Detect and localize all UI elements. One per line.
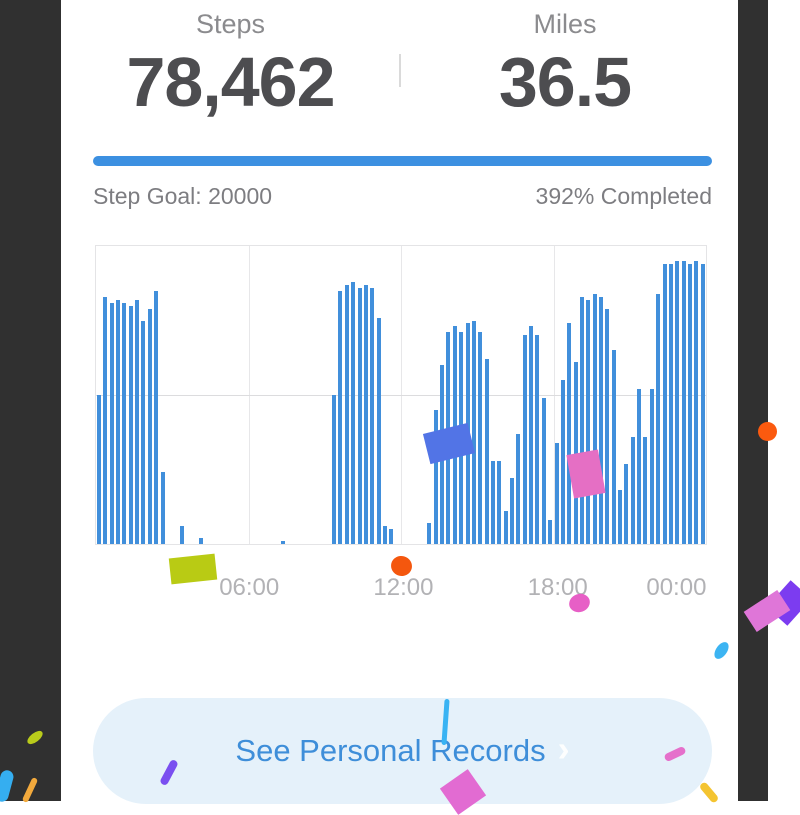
chart-bar [376,317,381,544]
chart-bar [510,478,515,544]
see-personal-records-label: See Personal Records [235,733,546,768]
chart-bar [389,529,394,544]
chart-bar [700,263,705,544]
chart-bar [122,302,127,544]
chart-bar [440,365,445,544]
goal-row: Step Goal: 20000 392% Completed [93,183,712,210]
x-tick-label: 06:00 [219,574,280,601]
confetti-piece [711,639,732,662]
chart-bar [478,332,483,544]
confetti-piece [698,781,720,804]
chart-bar [618,490,623,544]
chart-bar [541,397,546,544]
chart-bar [522,335,527,544]
steps-metric: Steps 78,462 [61,9,400,122]
x-tick-label: 00:00 [646,574,707,601]
chart-bar [465,323,470,544]
chart-bar [624,463,629,544]
chart-bar [560,380,565,544]
see-personal-records-button[interactable]: See Personal Records › [93,698,712,804]
chart-bar [154,290,159,544]
chart-bar [662,263,667,544]
chart-bar [503,511,508,544]
chart-bar [535,335,540,544]
chart-bar [675,260,680,544]
chart-bar [598,296,603,544]
chart-bar [573,362,578,544]
chart-bar [554,442,559,544]
chart-bar [427,523,432,544]
chart-bar [656,293,661,544]
chart-bar [687,263,692,544]
chart-bar [332,395,337,544]
steps-label: Steps [195,9,266,39]
chart-bar [586,299,591,544]
chart-bar [160,472,165,544]
chart-bar [103,296,108,544]
chart-bar [128,305,133,544]
chart-bar [471,320,476,544]
chart-bar [179,526,184,544]
miles-metric: Miles 36.5 [400,9,730,122]
chart-bar [592,293,597,544]
confetti-piece [766,580,800,626]
steps-bar-chart [95,245,707,545]
chart-bar [637,389,642,544]
goal-completed-label: 392% Completed [535,183,712,209]
chart-bar [605,308,610,544]
chart-bar [668,263,673,544]
chart-bar [497,460,502,544]
chart-bar [446,332,451,544]
chart-bar [109,302,114,544]
chart-bar [548,520,553,544]
chart-bar [694,260,699,544]
chart-bar [643,436,648,544]
chart-bar [344,284,349,544]
chart-bar [116,299,121,544]
chart-bar [351,281,356,544]
miles-value: 36.5 [498,43,632,121]
step-goal-label: Step Goal: 20000 [93,183,273,209]
chart-bar [630,436,635,544]
chart-bar [338,290,343,544]
chart-bar [567,323,572,544]
app-background-right [738,0,768,801]
chart-bar [459,332,464,544]
x-tick-label: 12:00 [373,574,434,601]
chart-bar [357,287,362,544]
goal-progress-bar [93,156,712,166]
chart-bar [370,287,375,544]
chart-bar [579,296,584,544]
chart-bar [147,308,152,544]
chevron-right-icon: › [557,728,570,769]
chart-bar [649,389,654,544]
x-axis-tick-labels: 06:00 12:00 18:00 00:00 [95,574,707,604]
chart-bar [529,326,534,544]
chart-bar [452,326,457,544]
chart-bar [516,433,521,544]
metric-divider [399,54,401,87]
x-tick-label: 18:00 [527,574,588,601]
app-background-left [0,0,61,801]
chart-bar [135,299,140,544]
chart-bar [198,538,203,544]
chart-bar [382,526,387,544]
chart-bar [611,350,616,544]
steps-value: 78,462 [126,43,335,121]
chart-bar [281,541,286,544]
chart-bar [484,359,489,544]
chart-bar [97,395,101,544]
chart-bar [141,320,146,544]
chart-bar [490,460,495,544]
chart-bar [681,260,686,544]
chart-bar [363,284,368,544]
chart-bar [433,409,438,544]
miles-label: Miles [533,9,597,39]
gridline-horizontal [96,395,706,396]
